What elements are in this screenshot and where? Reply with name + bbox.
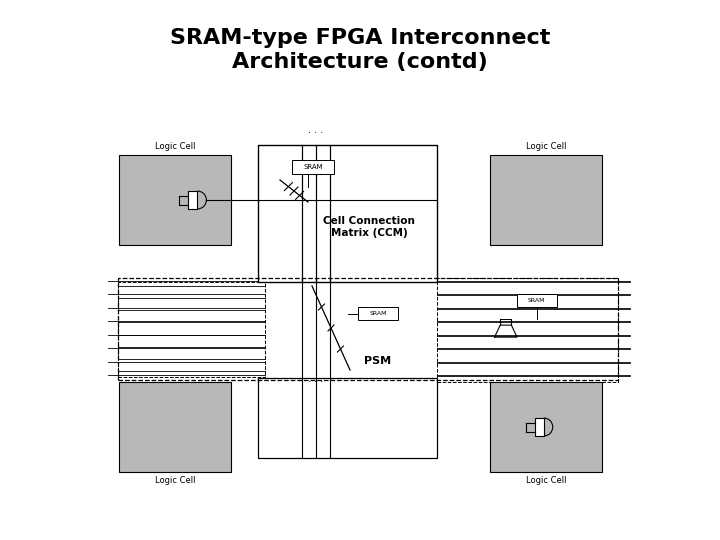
Text: Cell Connection
Matrix (CCM): Cell Connection Matrix (CCM) — [323, 217, 415, 238]
Text: SRAM: SRAM — [303, 164, 323, 170]
Bar — [189, 191, 197, 209]
Text: Logic Cell: Logic Cell — [155, 476, 195, 485]
Bar — [490, 382, 602, 472]
Text: . . .: . . . — [308, 275, 323, 285]
Bar — [490, 155, 602, 245]
Bar — [118, 278, 618, 380]
Text: Logic Cell: Logic Cell — [526, 142, 566, 151]
Text: Logic Cell: Logic Cell — [155, 142, 195, 151]
Bar — [118, 282, 265, 377]
Text: . . .: . . . — [308, 125, 323, 135]
Text: SRAM-type FPGA Interconnect: SRAM-type FPGA Interconnect — [170, 28, 550, 48]
Bar — [535, 418, 544, 436]
Bar — [119, 155, 231, 245]
Bar — [437, 278, 618, 382]
Bar — [119, 382, 231, 472]
Text: Logic Cell: Logic Cell — [526, 476, 566, 485]
Bar — [516, 294, 557, 307]
Bar — [258, 145, 437, 282]
Bar — [292, 160, 334, 174]
Bar — [258, 378, 437, 458]
Bar — [358, 307, 398, 320]
Text: SRAM: SRAM — [528, 299, 545, 303]
Text: SRAM: SRAM — [369, 311, 387, 316]
Text: Architecture (contd): Architecture (contd) — [232, 52, 488, 72]
Text: PSM: PSM — [364, 356, 392, 366]
Text: . . .: . . . — [308, 374, 323, 384]
